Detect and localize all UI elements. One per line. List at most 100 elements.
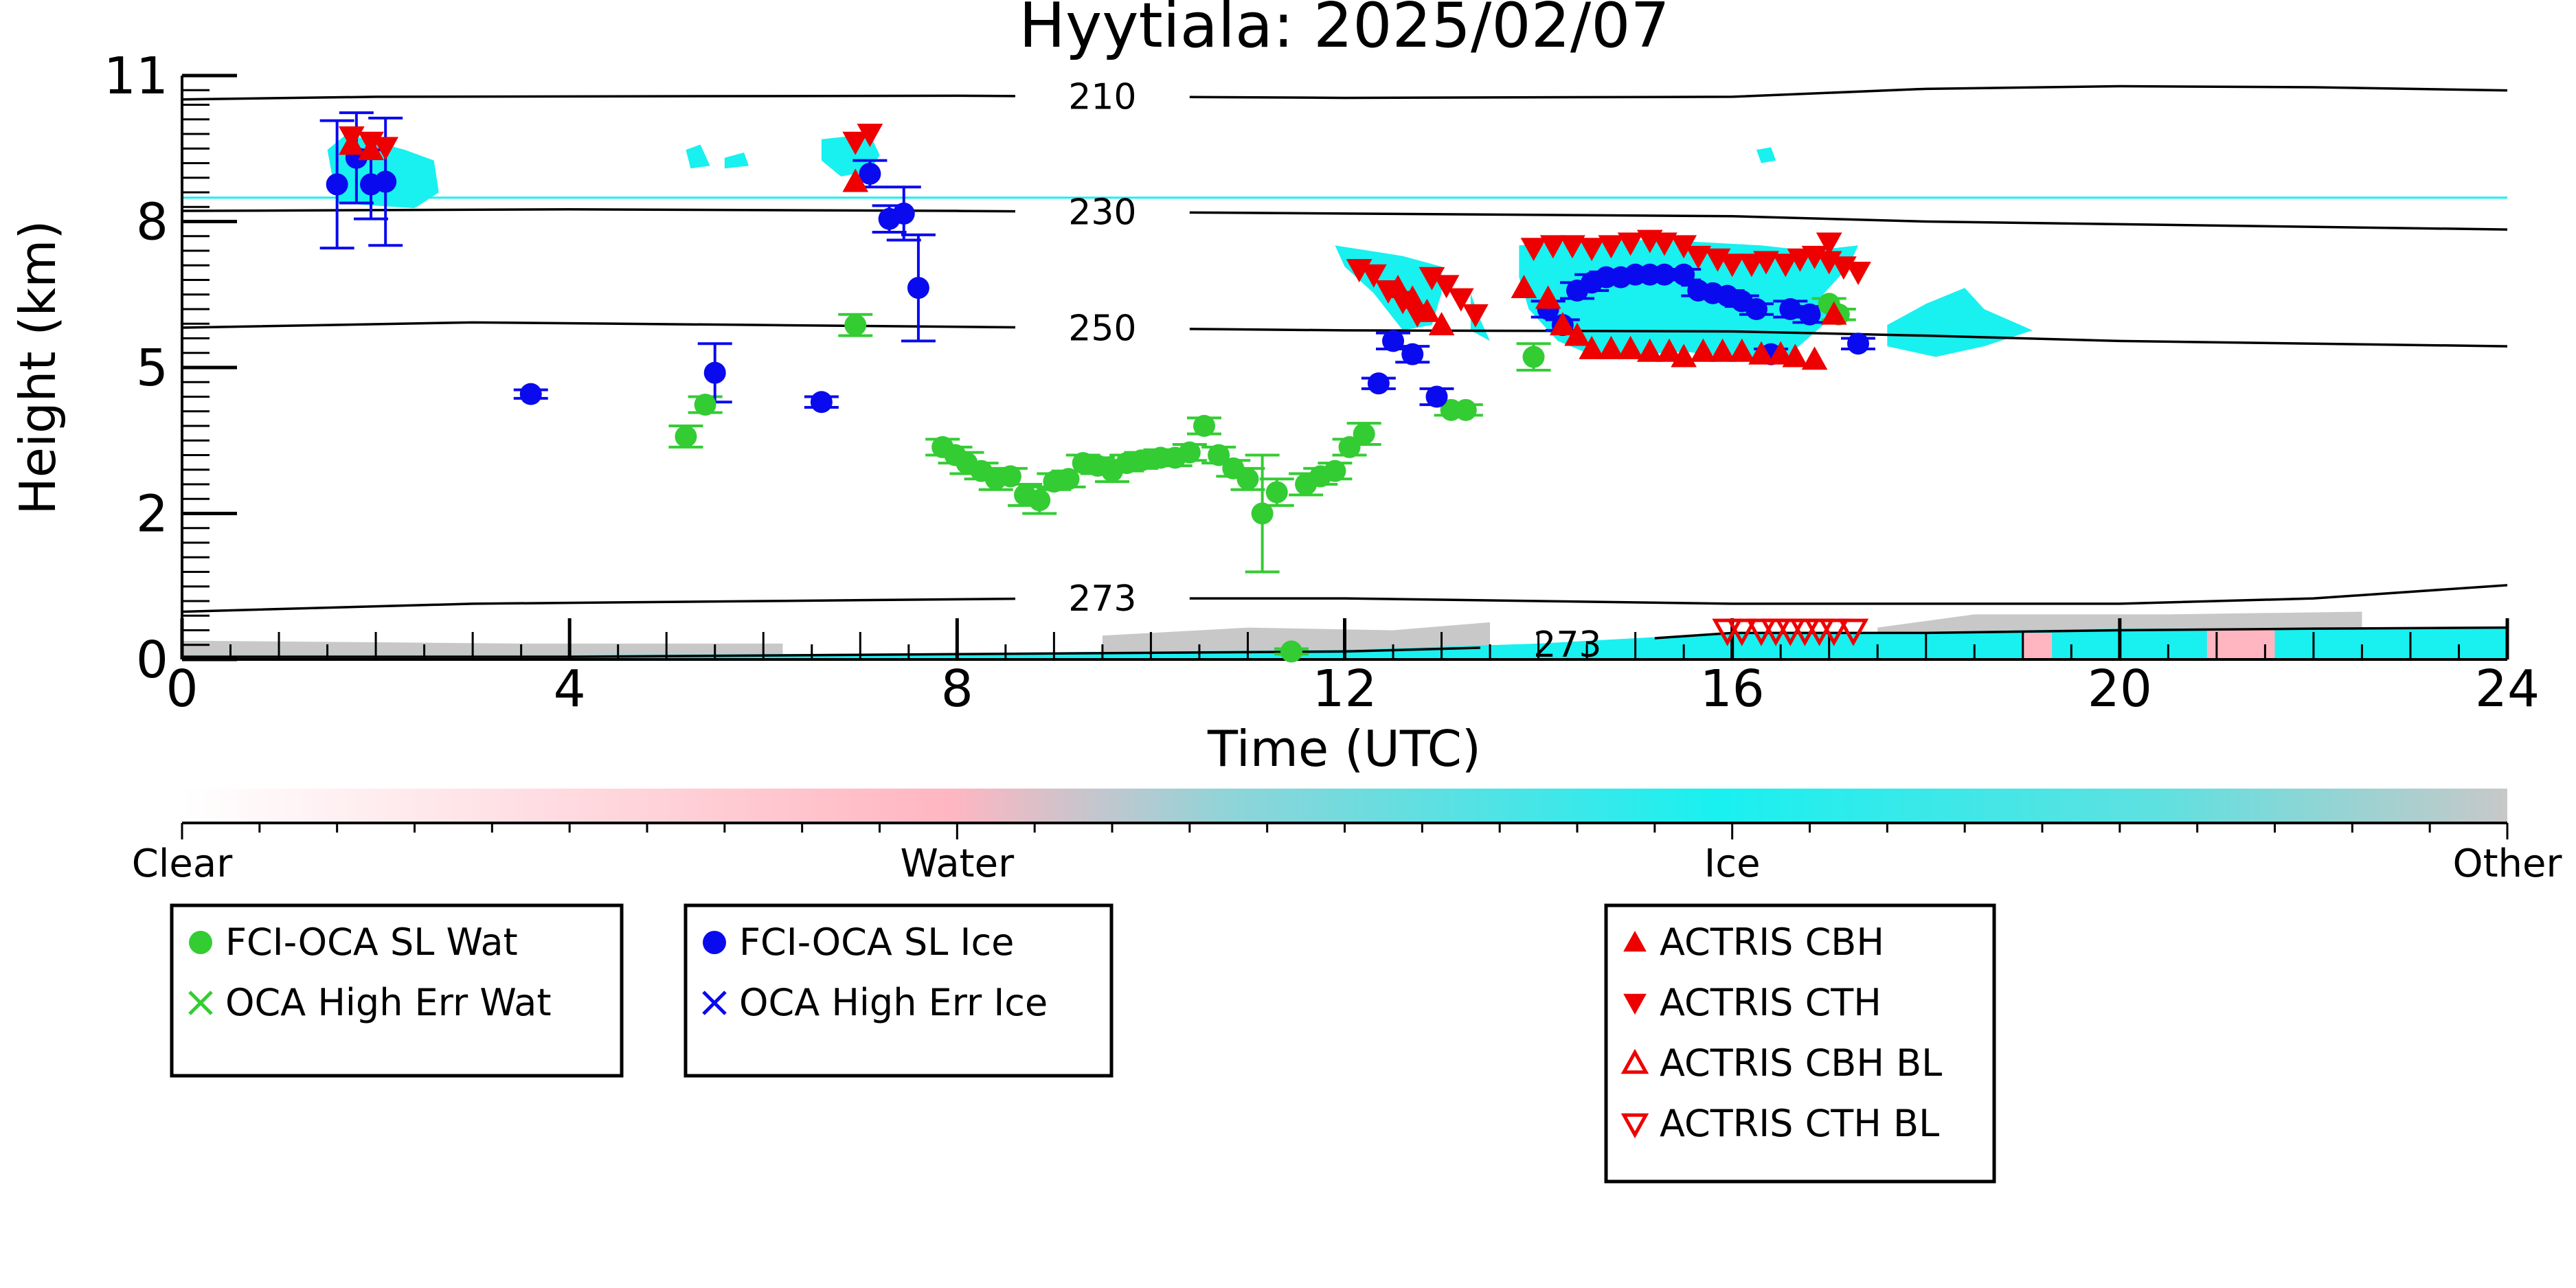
marker-triangle-down	[1520, 238, 1547, 262]
marker-triangle-down-open	[1745, 618, 1777, 646]
x-tick-label: 4	[554, 659, 586, 719]
marker-circle	[1324, 460, 1346, 482]
marker-triangle-down-open	[1838, 618, 1869, 646]
x-tick-label: 8	[941, 659, 973, 719]
marker-circle	[374, 170, 397, 193]
marker-triangle-up	[1579, 335, 1605, 359]
isotherm-line	[1189, 328, 2508, 348]
legend-frame	[1604, 903, 1996, 1184]
isotherm-line	[1654, 626, 2508, 640]
colorbar-label: Water	[901, 841, 1015, 886]
marker-circle	[810, 391, 833, 414]
marker-circle	[1653, 263, 1675, 286]
marker-triangle-up	[1623, 930, 1647, 952]
legend-frame	[683, 903, 1114, 1078]
legend-box: FCI-OCA SL Ice OCA High Err Ice	[683, 903, 1114, 1078]
marker-circle	[1130, 449, 1153, 472]
isotherm-line	[181, 597, 1015, 613]
legend-box: ACTRIS CBH ACTRIS CTH ACTRIS CBH BL ACTRIS …	[1604, 903, 1996, 1184]
marker-triangle-up	[1428, 312, 1455, 336]
marker-triangle-up	[1709, 338, 1736, 362]
marker-triangle-down-open	[1726, 618, 1758, 646]
isotherm-label: 230	[1068, 192, 1136, 233]
marker-x	[702, 991, 727, 1015]
marker-triangle-down	[1447, 288, 1474, 312]
marker-triangle-up	[1617, 335, 1644, 359]
y-tick-label: 5	[136, 339, 168, 398]
cloud-layer-ice	[724, 152, 749, 169]
marker-circle	[1779, 298, 1802, 320]
marker-triangle-up	[1535, 285, 1561, 309]
marker-triangle-down-open	[1818, 618, 1850, 646]
colorbar-gradient	[182, 789, 2507, 823]
marker-triangle-down-open	[1712, 618, 1743, 646]
marker-triangle-down	[1598, 235, 1625, 259]
cloud-layer-ice	[686, 144, 710, 169]
marker-circle	[1425, 385, 1448, 408]
marker-triangle-up	[1636, 338, 1663, 362]
marker-triangle-down	[1390, 291, 1416, 315]
legend-entry-label: OCA High Err Ice	[739, 981, 1048, 1024]
isotherm-line	[1189, 211, 2508, 231]
isotherm-line	[1189, 84, 2508, 100]
marker-triangle-down	[1360, 264, 1387, 288]
isotherm-label: 273	[1068, 578, 1136, 620]
isotherm-line	[1189, 584, 2508, 605]
marker-triangle-down	[1579, 238, 1605, 262]
cloud-layer-other	[182, 640, 783, 659]
marker-circle	[675, 425, 697, 448]
cloud-layer-ice	[1470, 293, 1491, 341]
marker-triangle-down	[1739, 253, 1765, 278]
marker-circle	[1673, 263, 1695, 286]
cloud-layer-water	[2206, 630, 2275, 659]
marker-x-stroke	[188, 991, 213, 1015]
y-tick-label: 11	[104, 47, 168, 106]
marker-triangle-up-open	[1620, 1048, 1649, 1074]
marker-triangle-up	[1564, 322, 1590, 346]
isotherm-label: 210	[1068, 77, 1136, 118]
marker-triangle-up	[1690, 338, 1717, 362]
marker-triangle-down-open	[1804, 618, 1835, 646]
marker-circle	[1265, 481, 1288, 504]
marker-triangle-down	[1559, 235, 1585, 259]
marker-triangle-up	[1767, 341, 1794, 365]
marker-triangle-down	[857, 124, 883, 148]
marker-triangle-up	[842, 168, 869, 192]
marker-triangle-up	[1656, 338, 1682, 362]
marker-circle	[1208, 444, 1230, 466]
marker-triangle-down	[1623, 993, 1647, 1015]
marker-triangle-down	[1462, 304, 1489, 328]
marker-triangle-down	[372, 137, 399, 161]
marker-circle	[1251, 502, 1274, 525]
marker-triangle-down	[1539, 235, 1566, 259]
marker-triangle-down-open	[1789, 618, 1820, 646]
marker-x-stroke	[702, 991, 727, 1015]
legend-entry-label: ACTRIS CBH BL	[1660, 1041, 1942, 1085]
marker-circle	[519, 383, 542, 405]
x-tick-label: 24	[2475, 659, 2540, 719]
marker-triangle-up	[1598, 335, 1625, 359]
marker-triangle-down	[1719, 253, 1745, 278]
marker-circle	[1338, 436, 1361, 458]
y-tick-label: 8	[136, 193, 168, 252]
cloud-layer-ice	[1887, 288, 2033, 357]
x-tick-label: 0	[166, 659, 198, 719]
marker-circle	[1178, 441, 1201, 464]
marker-circle	[859, 162, 881, 185]
marker-circle	[844, 314, 867, 337]
marker-circle	[326, 173, 348, 196]
isotherm-line	[181, 94, 1015, 101]
isotherm-label: 250	[1068, 308, 1136, 350]
marker-circle	[1280, 640, 1302, 663]
y-axis-label: Height (km)	[9, 221, 67, 515]
colorbar-label: Other	[2452, 841, 2562, 886]
x-tick-label: 16	[1700, 659, 1765, 719]
chart-title: Hyytiala: 2025/02/07	[1019, 0, 1669, 62]
marker-triangle-down	[338, 126, 365, 150]
marker-triangle-down-open	[1775, 618, 1806, 646]
marker-triangle-up	[1801, 346, 1828, 370]
marker-circle	[907, 277, 929, 300]
marker-triangle-up	[1671, 343, 1697, 368]
